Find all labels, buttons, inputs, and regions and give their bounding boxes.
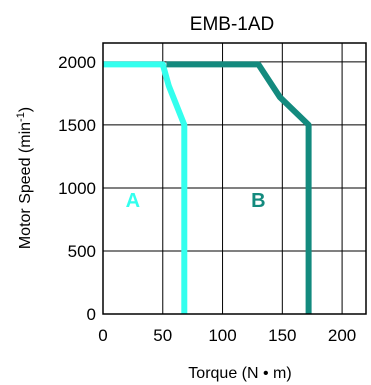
- y-axis-label-exponent: -1: [15, 112, 27, 122]
- plot-frame: [102, 42, 367, 315]
- y-axis-label-main: Motor Speed (min: [17, 122, 34, 249]
- y-tick-label: 500: [68, 242, 96, 261]
- y-tick-label: 1500: [58, 116, 96, 135]
- y-axis-label-close: ): [17, 107, 34, 112]
- y-tick-label: 2000: [58, 53, 96, 72]
- x-tick-label: 200: [328, 326, 356, 345]
- series-line-a: [103, 61, 188, 314]
- y-axis-label: Motor Speed (min-1): [15, 107, 34, 249]
- x-axis-label: Torque (N • m): [188, 365, 291, 382]
- x-tick-label: 50: [153, 326, 172, 345]
- region-label-a: A: [126, 190, 140, 212]
- y-tick-label: 1000: [58, 179, 96, 198]
- chart-title: EMB-1AD: [190, 14, 274, 35]
- x-tick-label: 150: [268, 326, 296, 345]
- y-tick-label: 0: [87, 305, 96, 324]
- series-line-b: [166, 61, 312, 314]
- region-label-b: B: [251, 190, 265, 212]
- x-tick-label: 100: [208, 326, 236, 345]
- series-layer: [103, 61, 312, 314]
- x-tick-label: 0: [98, 326, 107, 345]
- grid: [103, 43, 366, 314]
